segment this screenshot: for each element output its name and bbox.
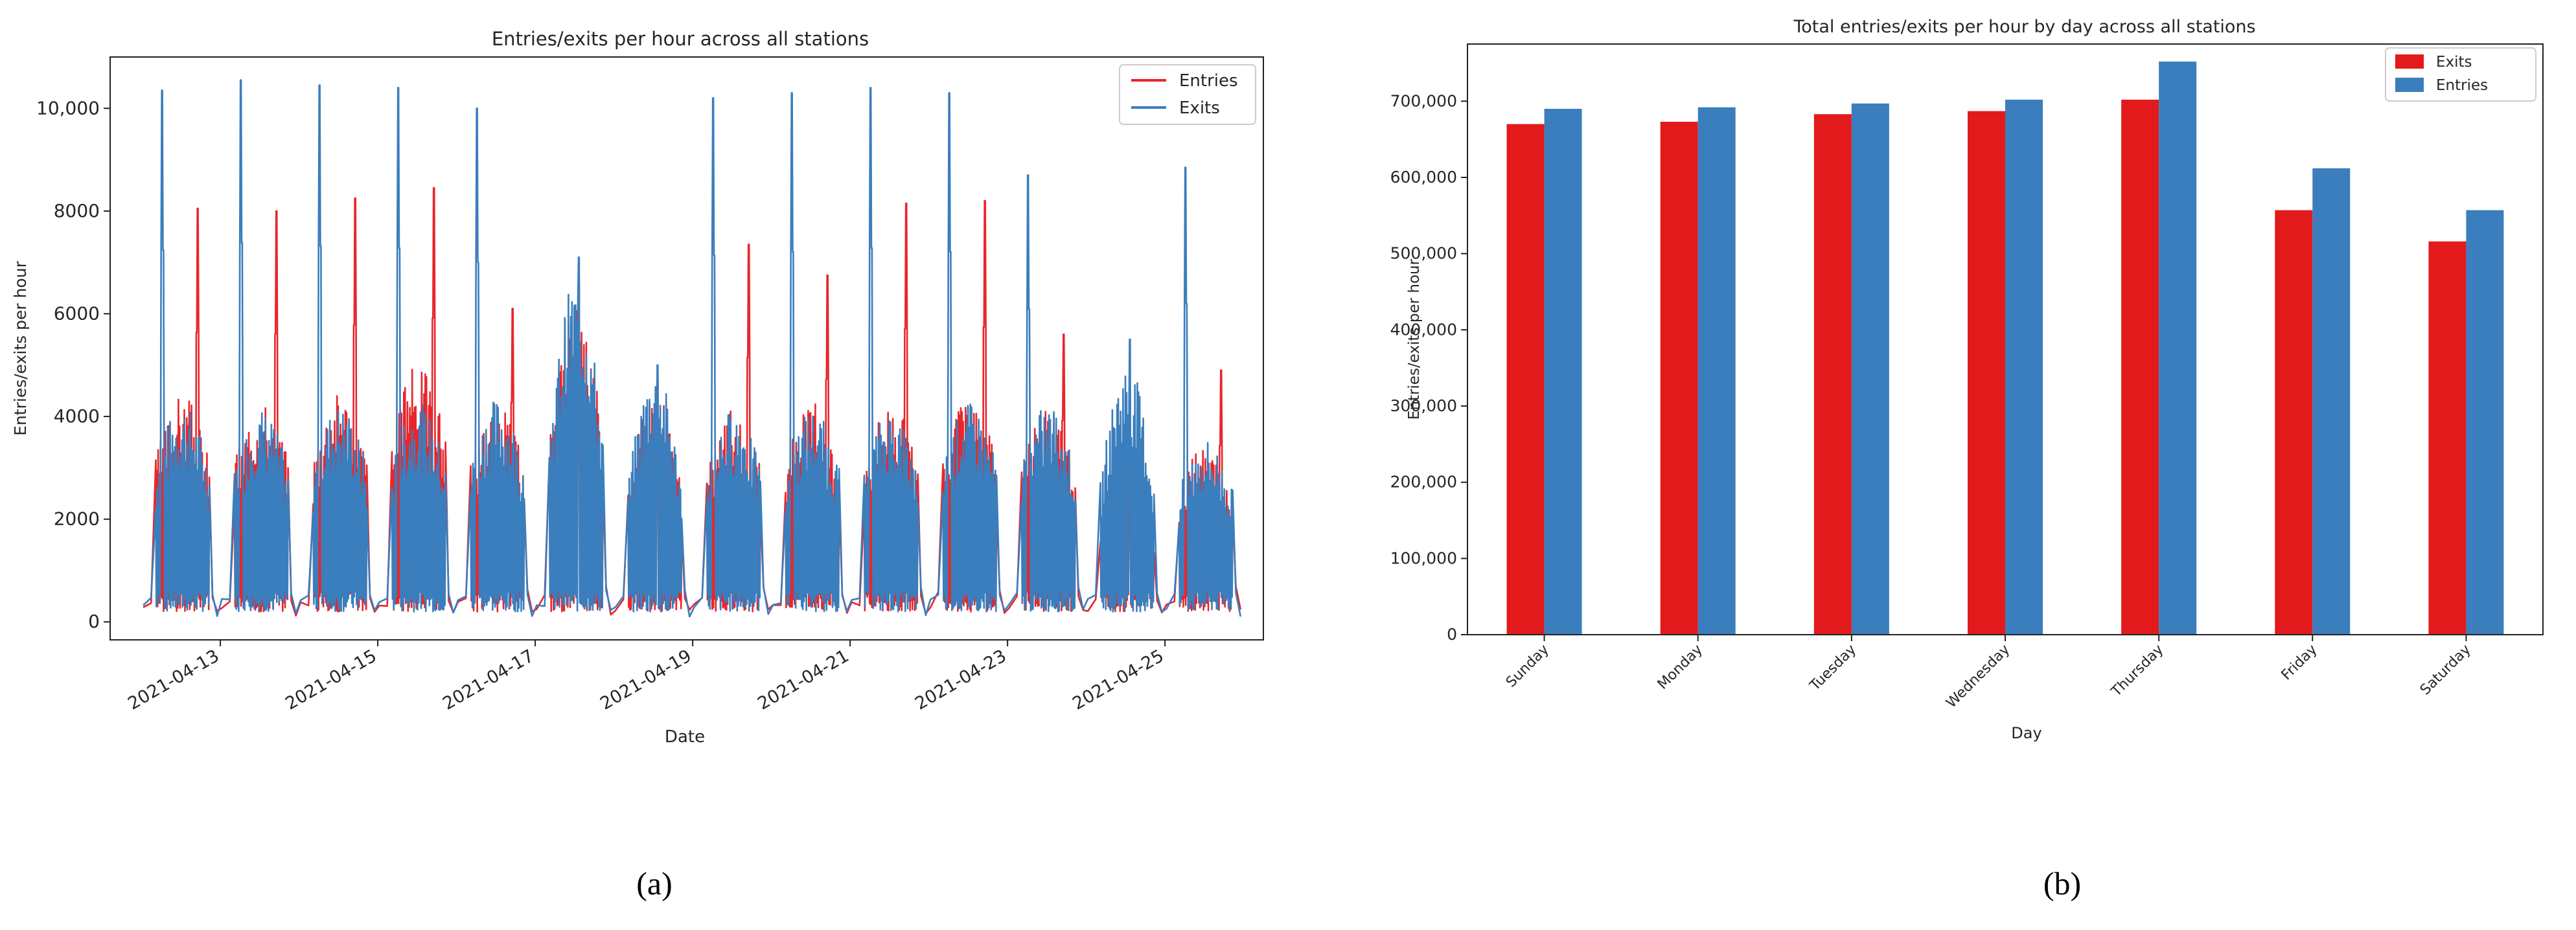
x-tick-label: 2021-04-17 xyxy=(439,646,537,714)
line-chart-title: Entries/exits per hour across all statio… xyxy=(492,28,869,50)
legend-swatch-exits xyxy=(2395,54,2424,69)
line-chart-panel: Entries/exits per hour across all statio… xyxy=(11,28,1264,747)
legend-swatch-entries xyxy=(2395,78,2424,92)
y-tick-label: 300,000 xyxy=(1390,396,1457,415)
bar-entries-sunday xyxy=(1544,109,1582,635)
y-tick-label: 700,000 xyxy=(1390,91,1457,110)
y-tick-label: 100,000 xyxy=(1390,549,1457,567)
x-tick-label: 2021-04-25 xyxy=(1069,646,1167,714)
bar-exits-tuesday xyxy=(1813,114,1852,635)
bar-chart-legend: Exits Entries xyxy=(2385,47,2536,102)
bar-exits-monday xyxy=(1660,122,1698,635)
bar-entries-friday xyxy=(2312,168,2351,635)
y-tick-label: 6000 xyxy=(54,302,100,324)
bar-entries-wednesday xyxy=(2005,99,2043,635)
x-tick-label: 2021-04-19 xyxy=(597,646,695,714)
legend-label-entries: Entries xyxy=(2436,77,2488,94)
bar-chart-panel: Total entries/exits per hour by day acro… xyxy=(1390,17,2544,742)
legend-label-exits: Exits xyxy=(1179,98,1220,118)
x-tick-label: 2021-04-21 xyxy=(754,646,852,714)
bar-exits-thursday xyxy=(2121,99,2159,635)
line-chart-x-axis-label: Date xyxy=(665,727,705,747)
bar-exits-sunday xyxy=(1506,124,1545,635)
bar-entries-thursday xyxy=(2159,62,2197,635)
line-chart-y-axis-label: Entries/exits per hour xyxy=(11,260,30,435)
legend-label-exits: Exits xyxy=(2436,54,2472,71)
series-line-exits xyxy=(143,79,1242,618)
x-tick-label: Sunday xyxy=(1503,642,1552,691)
bar-chart-y-axis-label: Entries/exits per hour xyxy=(1406,258,1423,420)
bar-exits-friday xyxy=(2275,210,2313,635)
y-tick-label: 4000 xyxy=(54,405,100,427)
line-chart-legend: Entries Exits xyxy=(1119,64,1256,125)
x-tick-label: Tuesday xyxy=(1806,642,1859,695)
series-line-entries xyxy=(143,187,1242,617)
y-tick-label: 200,000 xyxy=(1390,473,1457,492)
bar-entries-tuesday xyxy=(1851,103,1889,635)
legend-label-entries: Entries xyxy=(1179,71,1238,91)
y-tick-label: 2000 xyxy=(54,508,100,530)
x-tick-label: Wednesday xyxy=(1943,642,2013,712)
y-tick-label: 600,000 xyxy=(1390,168,1457,187)
x-tick-label: 2021-04-23 xyxy=(912,646,1009,714)
bar-exits-wednesday xyxy=(1968,111,2005,635)
line-chart-plot-frame xyxy=(109,56,1264,641)
x-tick-label: 2021-04-13 xyxy=(124,646,222,714)
y-tick-label: 0 xyxy=(88,611,100,632)
x-tick-label: Monday xyxy=(1655,642,1706,693)
y-tick-label: 400,000 xyxy=(1390,320,1457,339)
y-tick-label: 8000 xyxy=(54,200,100,221)
panel-label-b: (b) xyxy=(2043,865,2081,902)
x-tick-label: Friday xyxy=(2279,642,2321,684)
x-tick-label: 2021-04-15 xyxy=(282,646,380,714)
y-tick-label: 0 xyxy=(1447,625,1457,644)
bar-entries-saturday xyxy=(2466,210,2504,635)
bar-exits-saturday xyxy=(2428,241,2467,635)
x-tick-label: Thursday xyxy=(2108,642,2167,701)
y-tick-label: 10,000 xyxy=(36,97,100,119)
y-tick-label: 500,000 xyxy=(1390,244,1457,263)
bar-entries-monday xyxy=(1697,107,1736,635)
bar-chart-title: Total entries/exits per hour by day acro… xyxy=(1793,17,2255,37)
bar-chart-x-axis-label: Day xyxy=(2011,724,2041,742)
panel-label-a: (a) xyxy=(636,865,673,902)
x-tick-label: Saturday xyxy=(2417,642,2474,699)
